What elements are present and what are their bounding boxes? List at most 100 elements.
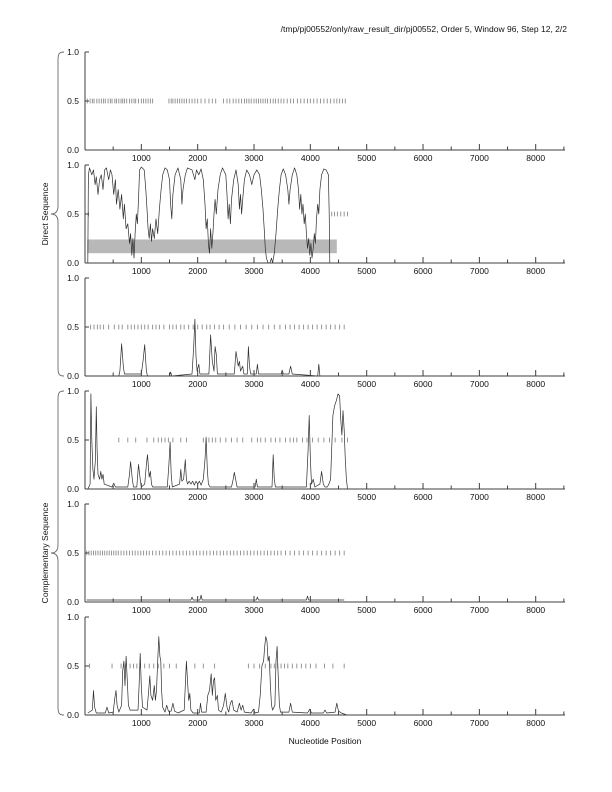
tick-label: 0.0 bbox=[67, 145, 79, 155]
tick-labels: 1.0 0.5 0.0 1000 2000 3000 4000 5000 6000 7000 800… bbox=[67, 47, 545, 163]
tick-label: 4000 bbox=[301, 492, 320, 502]
tick-label: 2000 bbox=[188, 379, 207, 389]
direct-group-brace bbox=[50, 51, 65, 377]
panel-complementary-frame-2: 1.0 0.5 0.0 1000 2000 3000 4000 5000 6000 7000 800… bbox=[67, 499, 565, 615]
tick-label: 8000 bbox=[526, 718, 545, 728]
tick-labels: 1.0 0.5 0.0 1000 2000 3000 4000 5000 6000 7000 800… bbox=[67, 386, 545, 502]
complementary-sequence-group-label: Complementary Sequence bbox=[40, 502, 50, 604]
tick-label: 1.0 bbox=[67, 499, 79, 509]
page-title: /tmp/pj00552/only/raw_result_dir/pj00552… bbox=[280, 24, 567, 34]
tick-label: 1.0 bbox=[67, 160, 79, 170]
tick-label: 2000 bbox=[188, 492, 207, 502]
tick-label: 7000 bbox=[470, 605, 489, 615]
tick-label: 0.0 bbox=[67, 710, 79, 720]
tick-label: 3000 bbox=[245, 492, 264, 502]
tick-label: 6000 bbox=[414, 266, 433, 276]
tick-label: 1.0 bbox=[67, 386, 79, 396]
tick-label: 0.5 bbox=[67, 96, 79, 106]
tick-label: 0.5 bbox=[67, 322, 79, 332]
tick-label: 5000 bbox=[357, 379, 376, 389]
tick-label: 3000 bbox=[245, 153, 264, 163]
axes bbox=[84, 390, 565, 490]
tick-label: 2000 bbox=[188, 605, 207, 615]
tick-label: 1000 bbox=[132, 379, 151, 389]
tick-label: 3000 bbox=[245, 718, 264, 728]
tick-label: 1000 bbox=[132, 718, 151, 728]
tick-label: 6000 bbox=[414, 605, 433, 615]
tick-label: 7000 bbox=[470, 379, 489, 389]
codon-marks bbox=[118, 437, 348, 443]
tick-label: 0.5 bbox=[67, 435, 79, 445]
tick-label: 5000 bbox=[357, 153, 376, 163]
panel-direct-frame-1: 1.0 0.5 0.0 1000 2000 3000 4000 5000 6000 7000 800… bbox=[67, 47, 565, 163]
tick-label: 4000 bbox=[301, 266, 320, 276]
tick-label: 8000 bbox=[526, 492, 545, 502]
tick-label: 1000 bbox=[132, 605, 151, 615]
direct-sequence-group-label: Direct Sequence bbox=[40, 182, 50, 246]
panel-complementary-frame-1: 1.0 0.5 0.0 1000 2000 3000 4000 5000 6000 7000 800… bbox=[67, 386, 565, 502]
axes bbox=[84, 277, 565, 377]
tick-label: 1.0 bbox=[67, 47, 79, 57]
tick-label: 6000 bbox=[414, 718, 433, 728]
signal-curve bbox=[87, 166, 331, 264]
tick-label: 4000 bbox=[301, 605, 320, 615]
panel-direct-frame-3: 1.0 0.5 0.0 1000 2000 3000 4000 5000 6000 7000 800… bbox=[67, 273, 565, 389]
tick-label: 5000 bbox=[357, 605, 376, 615]
tick-label: 3000 bbox=[245, 605, 264, 615]
tick-label: 8000 bbox=[526, 605, 545, 615]
tick-labels: 1.0 0.5 0.0 1000 2000 3000 4000 5000 6000 7000 800… bbox=[67, 273, 545, 389]
tick-label: 2000 bbox=[188, 266, 207, 276]
tick-label: 6000 bbox=[414, 492, 433, 502]
tick-label: 0.5 bbox=[67, 548, 79, 558]
signal-curve bbox=[87, 393, 348, 490]
codon-marks bbox=[87, 211, 348, 217]
tick-label: 4000 bbox=[301, 379, 320, 389]
axes bbox=[84, 503, 565, 603]
tick-label: 5000 bbox=[357, 492, 376, 502]
axes bbox=[84, 616, 565, 716]
tick-label: 5000 bbox=[357, 266, 376, 276]
tick-labels: 1.0 0.5 0.0 1000 2000 3000 4000 5000 6000 7000 800… bbox=[67, 160, 545, 276]
signal-curve bbox=[86, 594, 345, 601]
codon-marks bbox=[86, 550, 345, 556]
tick-labels: 1.0 0.5 0.0 1000 2000 3000 4000 5000 6000 7000 800… bbox=[67, 499, 545, 615]
tick-label: 0.5 bbox=[67, 209, 79, 219]
codon-marks bbox=[86, 98, 346, 104]
panel-direct-frame-2: 1.0 0.5 0.0 1000 2000 3000 4000 5000 6000 7000 800… bbox=[67, 160, 565, 276]
tick-label: 3000 bbox=[245, 266, 264, 276]
tick-label: 0.5 bbox=[67, 661, 79, 671]
tick-label: 8000 bbox=[526, 379, 545, 389]
tick-label: 1000 bbox=[132, 492, 151, 502]
tick-label: 0.0 bbox=[67, 258, 79, 268]
tick-label: 6000 bbox=[414, 153, 433, 163]
tick-label: 7000 bbox=[470, 153, 489, 163]
tick-label: 8000 bbox=[526, 266, 545, 276]
codon-marks bbox=[90, 324, 345, 330]
panel-complementary-frame-3: 1.0 0.5 0.0 1000 2000 3000 4000 5000 6000 7000 800… bbox=[67, 612, 565, 728]
tick-label: 2000 bbox=[188, 718, 207, 728]
tick-label: 5000 bbox=[357, 718, 376, 728]
tick-label: 8000 bbox=[526, 153, 545, 163]
tick-label: 2000 bbox=[188, 153, 207, 163]
tick-labels: 1.0 0.5 0.0 1000 2000 3000 4000 5000 6000 7000 800… bbox=[67, 612, 545, 728]
signal-curve bbox=[87, 318, 350, 377]
codon-marks bbox=[89, 663, 345, 669]
tick-label: 1000 bbox=[132, 266, 151, 276]
tick-label: 1.0 bbox=[67, 612, 79, 622]
signal-curve bbox=[87, 636, 348, 716]
x-axis-label: Nucleotide Position bbox=[288, 736, 362, 746]
tick-label: 7000 bbox=[470, 492, 489, 502]
tick-label: 0.0 bbox=[67, 371, 79, 381]
tick-label: 4000 bbox=[301, 153, 320, 163]
axes bbox=[84, 164, 565, 264]
tick-label: 3000 bbox=[245, 379, 264, 389]
tick-label: 1000 bbox=[132, 153, 151, 163]
tick-label: 6000 bbox=[414, 379, 433, 389]
tick-label: 0.0 bbox=[67, 597, 79, 607]
tick-label: 7000 bbox=[470, 266, 489, 276]
complementary-group-brace bbox=[50, 390, 65, 716]
tick-label: 7000 bbox=[470, 718, 489, 728]
tick-label: 4000 bbox=[301, 718, 320, 728]
